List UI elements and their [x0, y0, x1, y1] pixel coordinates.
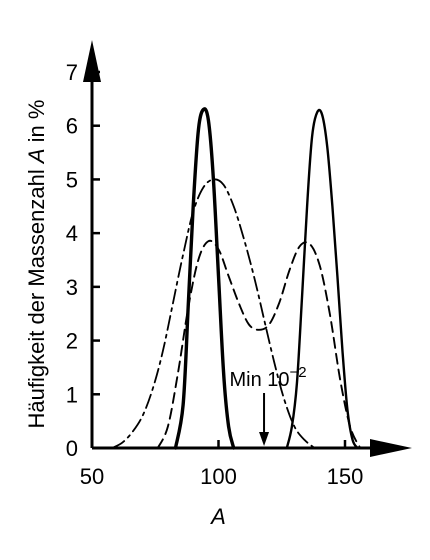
x-tick-label: 150 [327, 464, 364, 489]
y-tick-label: 6 [66, 114, 78, 139]
y-axis-title-part: in % [24, 100, 49, 149]
min-annotation-base: Min 10 [229, 369, 289, 391]
min-annotation-arrow-head [259, 432, 270, 446]
y-tick-label: 3 [66, 275, 78, 300]
min-annotation-label: Min 10−2 [229, 364, 306, 391]
series-line-dash-dot [111, 178, 316, 449]
y-axis-arrow [83, 40, 101, 82]
annotation-layer: Min 10−2 [229, 364, 307, 446]
x-axis-title: A [209, 504, 226, 529]
series-line-solid [285, 108, 359, 450]
y-tick-label: 4 [66, 221, 78, 246]
y-tick-label: 7 [66, 60, 78, 85]
series-line-solid-bold [173, 107, 236, 450]
x-tick-label: 100 [200, 464, 237, 489]
y-axis-title: Häufigkeit der Massenzahl A in % [24, 100, 49, 429]
y-tick-label: 5 [66, 167, 78, 192]
axes: 0 1 2 3 4 5 6 7 50 100 150 [66, 40, 412, 489]
y-tick-label: 2 [66, 329, 78, 354]
y-tick-label: 0 [66, 436, 78, 461]
x-axis-arrow [370, 439, 412, 457]
series-layer [111, 107, 362, 450]
y-axis-title-part: Häufigkeit der Massenzahl [24, 163, 49, 428]
series-line-dashed [156, 239, 362, 449]
y-axis-title-part: A [24, 148, 49, 165]
y-tick-label: 1 [66, 382, 78, 407]
min-annotation-exponent: −2 [290, 364, 307, 381]
x-tick-label: 50 [80, 464, 104, 489]
